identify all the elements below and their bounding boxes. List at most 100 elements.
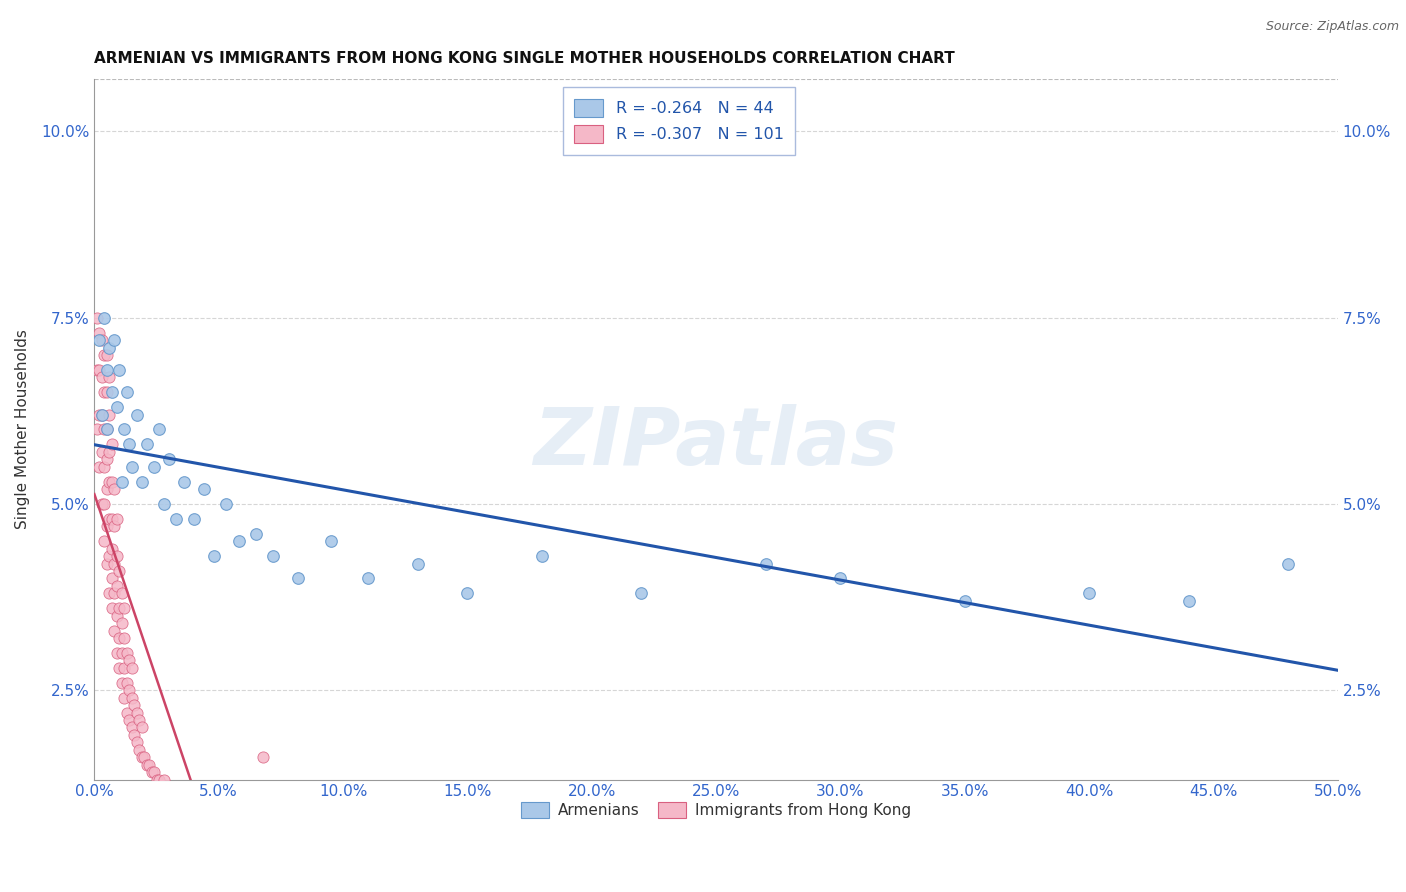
Point xyxy=(148,422,170,436)
Point xyxy=(148,772,170,787)
Point xyxy=(86,310,108,325)
Point xyxy=(287,572,309,586)
Point xyxy=(135,437,157,451)
Point xyxy=(100,541,122,556)
Point xyxy=(93,459,115,474)
Point xyxy=(105,549,128,563)
Point xyxy=(456,586,478,600)
Point xyxy=(153,772,176,787)
Text: Source: ZipAtlas.com: Source: ZipAtlas.com xyxy=(1265,20,1399,33)
Point xyxy=(122,728,145,742)
Point xyxy=(112,601,135,615)
Point xyxy=(103,557,125,571)
Point xyxy=(122,698,145,712)
Point xyxy=(105,608,128,623)
Point xyxy=(165,512,187,526)
Point xyxy=(953,594,976,608)
Point xyxy=(100,385,122,400)
Point xyxy=(202,795,225,809)
Point xyxy=(93,348,115,362)
Point xyxy=(118,683,141,698)
Point xyxy=(96,385,118,400)
Point xyxy=(115,646,138,660)
Point xyxy=(96,482,118,496)
Point xyxy=(103,586,125,600)
Point xyxy=(89,459,111,474)
Point xyxy=(173,780,195,794)
Point xyxy=(112,690,135,705)
Point xyxy=(96,452,118,467)
Point xyxy=(319,534,342,549)
Point xyxy=(197,795,219,809)
Point xyxy=(115,675,138,690)
Point xyxy=(131,721,153,735)
Text: ZIPatlas: ZIPatlas xyxy=(533,404,898,483)
Point xyxy=(118,713,141,727)
Point xyxy=(96,422,118,436)
Point xyxy=(138,757,160,772)
Point xyxy=(93,385,115,400)
Point xyxy=(183,512,205,526)
Point xyxy=(530,549,553,563)
Point xyxy=(1078,586,1101,600)
Point xyxy=(157,452,180,467)
Point xyxy=(96,422,118,436)
Point xyxy=(157,780,180,794)
Point xyxy=(222,795,245,809)
Point xyxy=(215,795,238,809)
Point xyxy=(131,750,153,764)
Point xyxy=(125,408,148,422)
Point xyxy=(105,400,128,414)
Point xyxy=(153,497,176,511)
Point xyxy=(115,706,138,720)
Point xyxy=(100,437,122,451)
Point xyxy=(193,788,215,802)
Point xyxy=(90,333,112,347)
Point xyxy=(112,422,135,436)
Point xyxy=(357,572,380,586)
Point xyxy=(98,475,121,489)
Point xyxy=(132,750,155,764)
Point xyxy=(108,564,131,578)
Point xyxy=(98,341,121,355)
Point xyxy=(98,408,121,422)
Point xyxy=(111,646,134,660)
Point xyxy=(96,348,118,362)
Point xyxy=(252,750,274,764)
Point xyxy=(215,497,238,511)
Point xyxy=(103,482,125,496)
Point xyxy=(98,512,121,526)
Point xyxy=(121,721,143,735)
Point xyxy=(100,572,122,586)
Point xyxy=(105,579,128,593)
Point xyxy=(242,802,264,816)
Point xyxy=(232,795,254,809)
Point xyxy=(112,631,135,645)
Point xyxy=(115,385,138,400)
Point xyxy=(89,326,111,340)
Point xyxy=(121,459,143,474)
Point xyxy=(93,534,115,549)
Point xyxy=(90,445,112,459)
Point xyxy=(111,475,134,489)
Point xyxy=(89,408,111,422)
Point xyxy=(128,713,150,727)
Point xyxy=(103,333,125,347)
Point xyxy=(262,549,284,563)
Point xyxy=(187,788,209,802)
Point xyxy=(143,459,166,474)
Point xyxy=(202,549,225,563)
Point xyxy=(118,653,141,667)
Point xyxy=(125,706,148,720)
Point xyxy=(93,497,115,511)
Point xyxy=(1277,557,1299,571)
Point xyxy=(108,601,131,615)
Point xyxy=(90,370,112,384)
Point xyxy=(177,788,200,802)
Point xyxy=(121,690,143,705)
Point xyxy=(100,512,122,526)
Point xyxy=(630,586,652,600)
Point xyxy=(128,743,150,757)
Point xyxy=(141,765,163,780)
Point xyxy=(90,497,112,511)
